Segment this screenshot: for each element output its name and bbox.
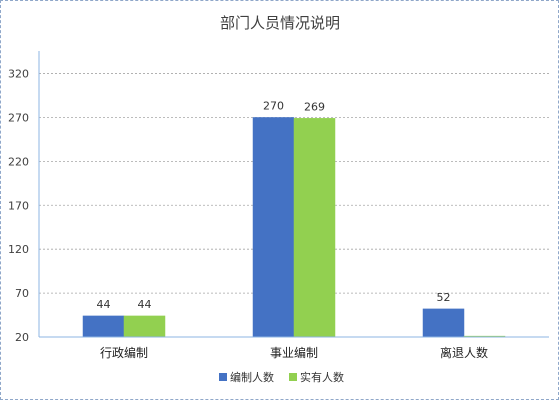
bar-bianzhi-1: [252, 117, 295, 338]
data-label: 270: [263, 99, 284, 112]
data-label: 44: [97, 298, 111, 311]
bar-shiyou-1: [293, 118, 336, 338]
x-category-label: 事业编制: [270, 345, 318, 360]
data-label: 44: [138, 298, 152, 311]
y-tick-label: 170: [8, 199, 29, 212]
bar-bianzhi-2: [422, 308, 465, 338]
y-tick-label: 320: [8, 68, 29, 81]
y-tick-label: 220: [8, 155, 29, 168]
legend-swatch: [219, 373, 227, 381]
y-tick-label: 70: [15, 287, 29, 300]
x-category-label: 行政编制: [100, 345, 148, 360]
y-tick-label: 270: [8, 111, 29, 124]
legend-label: 编制人数: [230, 370, 274, 384]
x-axis: 行政编制 事业编制 离退人数: [39, 336, 549, 360]
bars: 44 44 270 269 52: [82, 99, 506, 338]
bar-shiyou-0: [123, 315, 166, 338]
legend-swatch: [289, 373, 297, 381]
bar-bianzhi-0: [82, 315, 125, 338]
y-tick-label: 20: [15, 331, 29, 344]
gridlines: [39, 73, 549, 294]
data-label: 269: [304, 100, 325, 113]
legend: 编制人数 实有人数: [219, 370, 344, 384]
y-axis: 20 70 120 170 220 270 320: [8, 51, 40, 344]
y-tick-label: 120: [8, 243, 29, 256]
x-category-label: 离退人数: [440, 345, 488, 360]
data-label: 52: [437, 291, 451, 304]
legend-label: 实有人数: [300, 370, 344, 384]
chart-title: 部门人员情况说明: [220, 14, 340, 32]
